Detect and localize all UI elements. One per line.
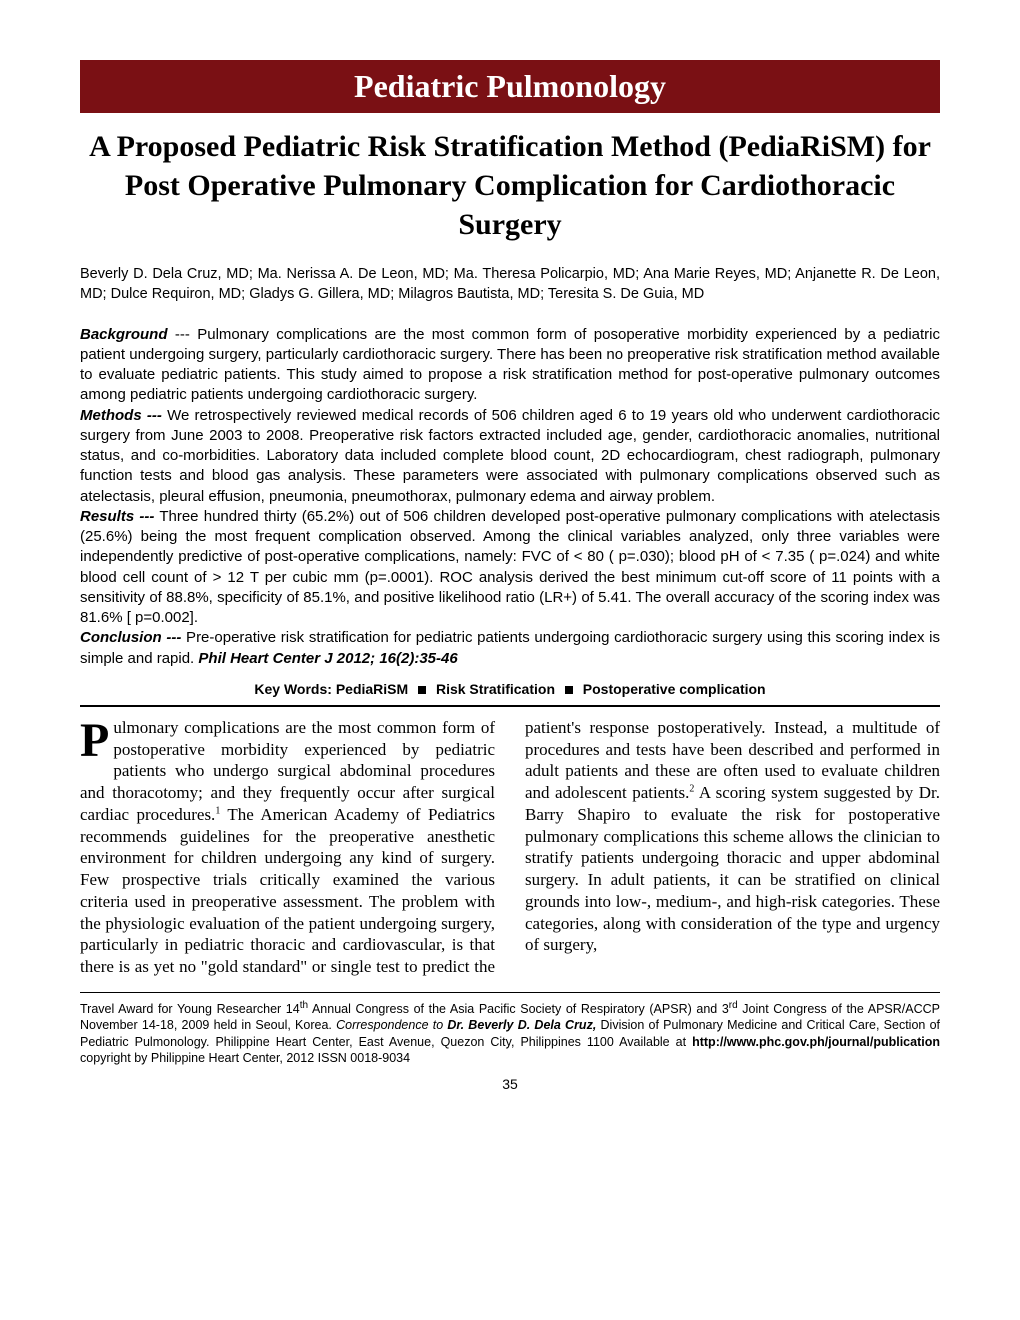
background-text: --- Pulmonary complications are the most… xyxy=(80,326,940,404)
divider xyxy=(80,705,940,707)
keywords-label: Key Words: xyxy=(254,681,332,697)
square-bullet-icon xyxy=(418,686,426,694)
background-label: Background xyxy=(80,326,168,343)
footer-url: http://www.phc.gov.ph/journal/publicatio… xyxy=(692,1035,940,1049)
keywords: Key Words: PediaRiSM Risk Stratification… xyxy=(80,681,940,697)
body-col1-part2: The American Academy of Pediatrics recom… xyxy=(80,805,495,976)
square-bullet-icon xyxy=(565,686,573,694)
keyword-2: Risk Stratification xyxy=(436,681,555,697)
footer-text-1: Travel Award for Young Researcher 14 xyxy=(80,1002,300,1016)
keyword-1: PediaRiSM xyxy=(336,681,408,697)
section-header: Pediatric Pulmonology xyxy=(80,60,940,113)
body-text: Pulmonary complications are the most com… xyxy=(80,717,940,978)
citation: Phil Heart Center J 2012; 16(2):35-46 xyxy=(198,650,457,667)
dropcap: P xyxy=(80,717,113,762)
footer-sup-rd: rd xyxy=(729,1000,738,1011)
body-col2-part2: A scoring system suggested by Dr. Barry … xyxy=(525,783,940,954)
footer-divider xyxy=(80,992,940,993)
results-label: Results --- xyxy=(80,508,154,525)
results-text: Three hundred thirty (65.2%) out of 506 … xyxy=(80,508,940,626)
footer-sup-th: th xyxy=(300,1000,308,1011)
correspondence-name: Dr. Beverly D. Dela Cruz, xyxy=(447,1018,596,1032)
article-title: A Proposed Pediatric Risk Stratification… xyxy=(80,127,940,244)
page-number: 35 xyxy=(80,1076,940,1092)
correspondence-label: Correspondence to xyxy=(336,1018,447,1032)
keyword-3: Postoperative complication xyxy=(583,681,766,697)
abstract: Background --- Pulmonary complications a… xyxy=(80,325,940,669)
methods-text: We retrospectively reviewed medical reco… xyxy=(80,407,940,505)
conclusion-label: Conclusion --- xyxy=(80,629,181,646)
authors: Beverly D. Dela Cruz, MD; Ma. Nerissa A.… xyxy=(80,264,940,305)
footer-text-2: Annual Congress of the Asia Pacific Soci… xyxy=(308,1002,729,1016)
footer: Travel Award for Young Researcher 14th A… xyxy=(80,999,940,1066)
methods-label: Methods --- xyxy=(80,407,162,424)
footer-copyright: copyright by Philippine Heart Center, 20… xyxy=(80,1051,410,1065)
